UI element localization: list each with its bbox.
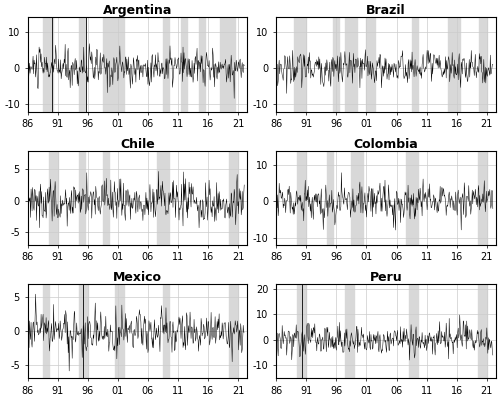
Bar [448,17,460,112]
Bar [229,150,238,245]
Title: Peru: Peru [370,271,402,284]
Bar [480,17,487,112]
Bar [103,17,124,112]
Bar [163,17,169,112]
Bar [406,150,417,245]
Bar [346,17,358,112]
Bar [328,150,334,245]
Bar [366,17,376,112]
Title: Colombia: Colombia [354,138,418,150]
Bar [229,284,238,378]
Bar [181,17,187,112]
Bar [334,17,340,112]
Bar [297,284,306,378]
Bar [48,150,58,245]
Bar [78,17,84,112]
Bar [78,284,88,378]
Bar [478,150,487,245]
Title: Brazil: Brazil [366,4,406,17]
Title: Mexico: Mexico [113,271,162,284]
Bar [297,150,306,245]
Bar [352,150,364,245]
Bar [294,17,306,112]
Bar [115,284,124,378]
Bar [478,284,487,378]
Title: Chile: Chile [120,138,155,150]
Bar [42,17,53,112]
Bar [157,150,169,245]
Bar [42,284,48,378]
Title: Argentina: Argentina [102,4,172,17]
Bar [346,284,354,378]
Bar [220,17,235,112]
Bar [412,17,418,112]
Bar [78,150,84,245]
Bar [103,150,109,245]
Bar [163,284,169,378]
Bar [199,17,205,112]
Bar [408,284,418,378]
